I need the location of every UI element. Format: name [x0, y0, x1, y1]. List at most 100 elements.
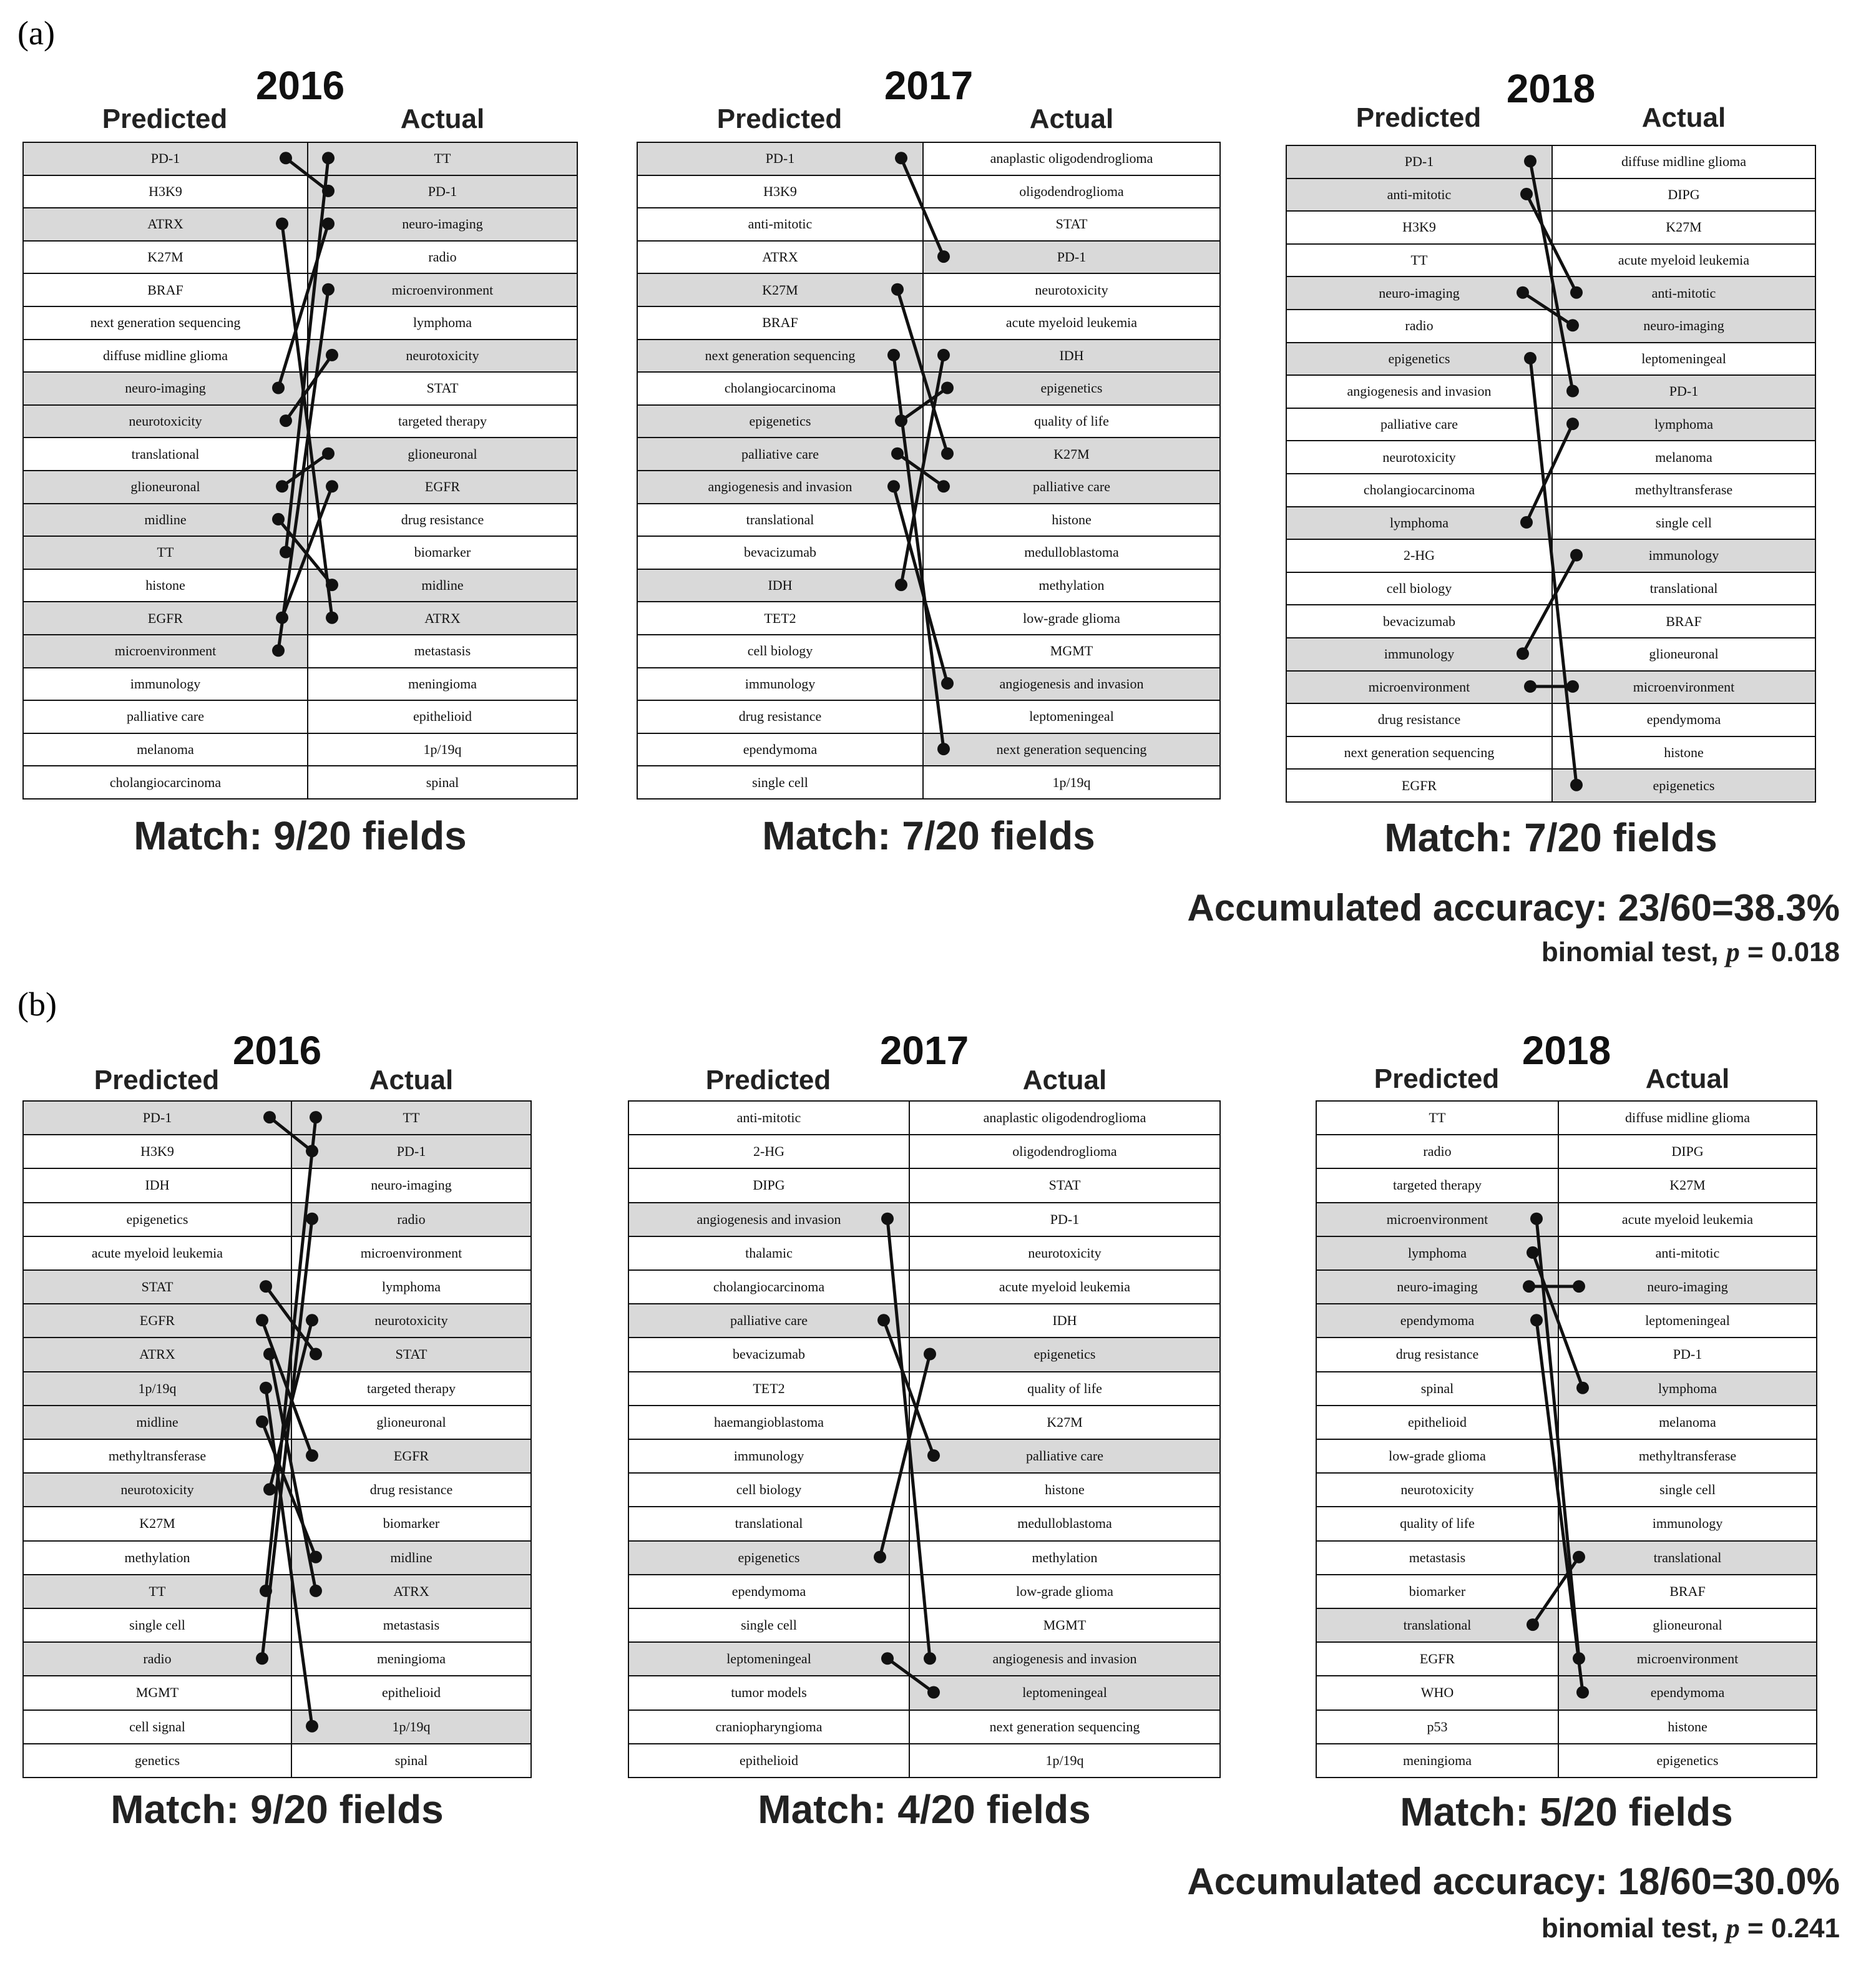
actual-cell: drug resistance: [291, 1472, 532, 1508]
actual-cell: anaplastic oligodendroglioma: [909, 1100, 1221, 1136]
actual-cell: acute myeloid leukemia: [1558, 1201, 1817, 1237]
predicted-cell: radio: [22, 1641, 292, 1677]
actual-cell: acute myeloid leukemia: [1551, 243, 1816, 278]
actual-cell: epigenetics: [909, 1337, 1221, 1372]
actual-cell: targeted therapy: [307, 404, 578, 439]
predicted-cell: midline: [22, 502, 308, 537]
predicted-cell: biomarker: [1316, 1573, 1559, 1609]
actual-cell: histone: [909, 1472, 1221, 1508]
predicted-cell: methylation: [22, 1540, 292, 1575]
match-score: Match: 9/20 fields: [134, 813, 467, 858]
actual-cell: STAT: [307, 371, 578, 406]
actual-cell: STAT: [291, 1337, 532, 1372]
match-score: Match: 4/20 fields: [758, 1787, 1091, 1832]
predicted-cell: TET2: [637, 601, 924, 635]
predicted-cell: single cell: [22, 1608, 292, 1643]
actual-cell: microenvironment: [291, 1235, 532, 1271]
predicted-cell: PD-1: [22, 142, 308, 176]
actual-cell: single cell: [1551, 506, 1816, 540]
actual-header: Actual: [1645, 1064, 1730, 1094]
binomial-label: binomial test,: [1541, 1913, 1726, 1944]
predicted-cell: bevacizumab: [628, 1337, 910, 1372]
actual-cell: neurotoxicity: [291, 1303, 532, 1339]
predicted-cell: EGFR: [1286, 768, 1553, 803]
predicted-cell: ATRX: [22, 207, 308, 242]
actual-cell: STAT: [909, 1168, 1221, 1203]
actual-cell: diffuse midline glioma: [1551, 145, 1816, 179]
predicted-cell: TT: [1286, 243, 1553, 278]
predicted-cell: K27M: [22, 1506, 292, 1542]
predicted-cell: IDH: [637, 568, 924, 603]
actual-cell: biomarker: [291, 1506, 532, 1542]
actual-cell: BRAF: [1558, 1573, 1817, 1609]
predicted-cell: drug resistance: [1316, 1337, 1559, 1372]
actual-cell: neuro-imaging: [291, 1168, 532, 1203]
predicted-cell: palliative care: [637, 437, 924, 471]
predicted-cell: angiogenesis and invasion: [1286, 374, 1553, 409]
binomial-value: = 0.018: [1739, 937, 1840, 967]
predicted-cell: drug resistance: [637, 700, 924, 734]
actual-cell: leptomeningeal: [922, 700, 1221, 734]
actual-header: Actual: [400, 104, 485, 134]
predicted-cell: metastasis: [1316, 1540, 1559, 1575]
actual-cell: diffuse midline glioma: [1558, 1100, 1817, 1136]
actual-cell: DIPG: [1551, 177, 1816, 212]
accumulated-accuracy: Accumulated accuracy: 23/60=38.3%: [1187, 887, 1840, 929]
predicted-cell: meningioma: [1316, 1743, 1559, 1778]
match-score: Match: 7/20 fields: [1384, 815, 1717, 860]
actual-header: Actual: [1641, 102, 1726, 133]
predicted-cell: neuro-imaging: [22, 371, 308, 406]
actual-cell: 1p/19q: [922, 765, 1221, 800]
actual-cell: anaplastic oligodendroglioma: [922, 142, 1221, 176]
actual-cell: lymphoma: [291, 1269, 532, 1305]
actual-cell: epigenetics: [1558, 1743, 1817, 1778]
predicted-cell: microenvironment: [1316, 1201, 1559, 1237]
predicted-cell: anti-mitotic: [628, 1100, 910, 1136]
predicted-cell: PD-1: [22, 1100, 292, 1136]
actual-cell: spinal: [307, 765, 578, 800]
predicted-cell: p53: [1316, 1709, 1559, 1744]
predicted-header: Predicted: [1356, 102, 1482, 133]
predicted-cell: MGMT: [22, 1675, 292, 1711]
actual-cell: quality of life: [909, 1371, 1221, 1406]
actual-cell: neuro-imaging: [1551, 309, 1816, 343]
predicted-cell: palliative care: [1286, 407, 1553, 442]
predicted-cell: next generation sequencing: [22, 306, 308, 340]
actual-cell: methyltransferase: [1551, 473, 1816, 507]
predicted-cell: 2-HG: [1286, 539, 1553, 573]
match-score: Match: 9/20 fields: [110, 1787, 444, 1832]
actual-cell: ATRX: [291, 1573, 532, 1609]
predicted-cell: EGFR: [22, 601, 308, 635]
predicted-cell: epithelioid: [1316, 1404, 1559, 1440]
actual-cell: lymphoma: [307, 306, 578, 340]
predicted-cell: 1p/19q: [22, 1371, 292, 1406]
actual-cell: histone: [1551, 735, 1816, 770]
panel-label: (a): [17, 14, 55, 52]
actual-cell: oligodendroglioma: [922, 174, 1221, 209]
predicted-cell: craniopharyngioma: [628, 1709, 910, 1744]
actual-cell: lymphoma: [1558, 1371, 1817, 1406]
actual-cell: metastasis: [307, 634, 578, 668]
predicted-cell: spinal: [1316, 1371, 1559, 1406]
actual-cell: EGFR: [307, 470, 578, 504]
actual-cell: targeted therapy: [291, 1371, 532, 1406]
predicted-cell: leptomeningeal: [628, 1641, 910, 1677]
actual-cell: methylation: [922, 568, 1221, 603]
predicted-cell: ependymoma: [1316, 1303, 1559, 1339]
actual-cell: PD-1: [307, 174, 578, 209]
predicted-cell: translational: [1316, 1608, 1559, 1643]
actual-cell: drug resistance: [307, 502, 578, 537]
predicted-cell: cholangiocarcinoma: [22, 765, 308, 800]
predicted-cell: cholangiocarcinoma: [1286, 473, 1553, 507]
predicted-cell: epithelioid: [628, 1743, 910, 1778]
binomial-value: = 0.241: [1739, 1913, 1840, 1944]
actual-cell: immunology: [1558, 1506, 1817, 1542]
predicted-cell: immunology: [637, 667, 924, 702]
predicted-cell: TT: [22, 1573, 292, 1609]
actual-cell: glioneuronal: [307, 437, 578, 471]
predicted-cell: BRAF: [637, 306, 924, 340]
predicted-cell: angiogenesis and invasion: [628, 1201, 910, 1237]
actual-cell: radio: [291, 1201, 532, 1237]
predicted-header: Predicted: [102, 104, 228, 134]
predicted-cell: cholangiocarcinoma: [637, 371, 924, 406]
